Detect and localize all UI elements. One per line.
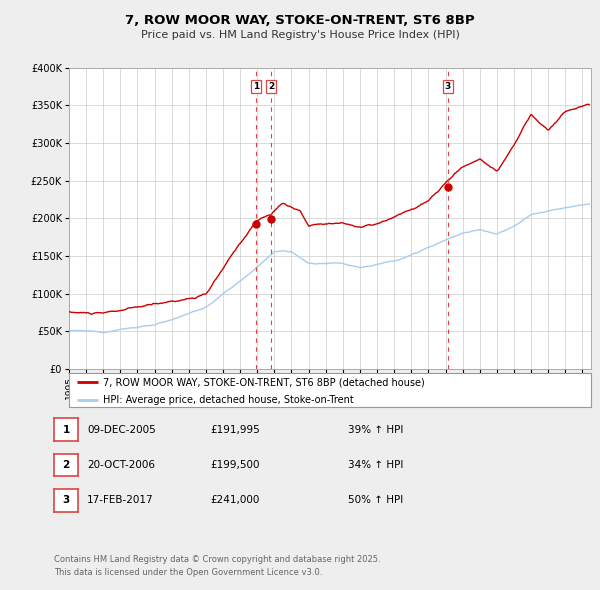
- Text: Price paid vs. HM Land Registry's House Price Index (HPI): Price paid vs. HM Land Registry's House …: [140, 31, 460, 40]
- Text: 39% ↑ HPI: 39% ↑ HPI: [348, 425, 403, 434]
- Text: 09-DEC-2005: 09-DEC-2005: [87, 425, 156, 434]
- Text: 3: 3: [445, 82, 451, 91]
- Text: 1: 1: [253, 82, 259, 91]
- Text: HPI: Average price, detached house, Stoke-on-Trent: HPI: Average price, detached house, Stok…: [103, 395, 353, 405]
- Text: Contains HM Land Registry data © Crown copyright and database right 2025.: Contains HM Land Registry data © Crown c…: [54, 555, 380, 564]
- Text: £191,995: £191,995: [210, 425, 260, 434]
- Text: 34% ↑ HPI: 34% ↑ HPI: [348, 460, 403, 470]
- Text: 3: 3: [62, 496, 70, 505]
- Text: 7, ROW MOOR WAY, STOKE-ON-TRENT, ST6 8BP (detached house): 7, ROW MOOR WAY, STOKE-ON-TRENT, ST6 8BP…: [103, 378, 425, 388]
- Text: 7, ROW MOOR WAY, STOKE-ON-TRENT, ST6 8BP: 7, ROW MOOR WAY, STOKE-ON-TRENT, ST6 8BP: [125, 14, 475, 27]
- Text: £241,000: £241,000: [210, 496, 259, 505]
- Text: 1: 1: [62, 425, 70, 434]
- Text: 2: 2: [62, 460, 70, 470]
- Text: 50% ↑ HPI: 50% ↑ HPI: [348, 496, 403, 505]
- Text: This data is licensed under the Open Government Licence v3.0.: This data is licensed under the Open Gov…: [54, 568, 322, 577]
- Text: 20-OCT-2006: 20-OCT-2006: [87, 460, 155, 470]
- Text: 17-FEB-2017: 17-FEB-2017: [87, 496, 154, 505]
- Text: £199,500: £199,500: [210, 460, 260, 470]
- Text: 2: 2: [268, 82, 274, 91]
